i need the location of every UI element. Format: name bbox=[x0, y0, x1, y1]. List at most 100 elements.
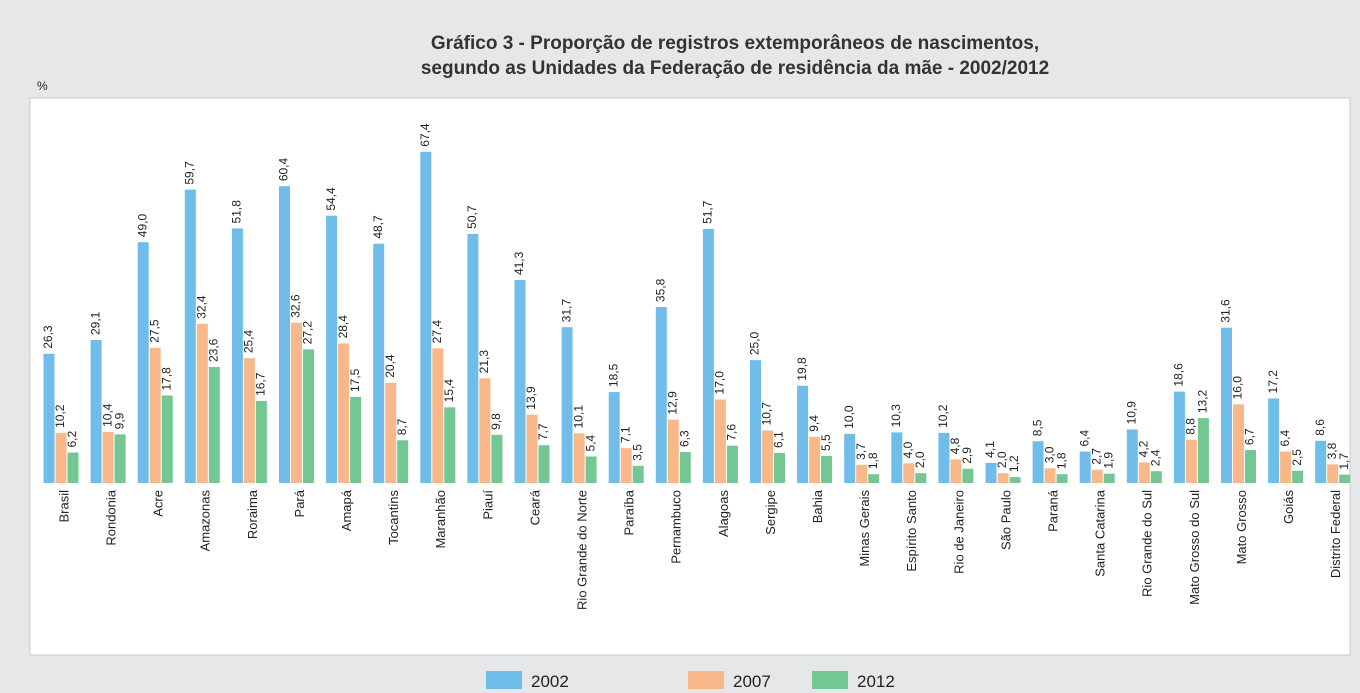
value-label: 15,4 bbox=[442, 379, 456, 403]
legend-label: 2012 bbox=[857, 672, 895, 691]
value-label: 13,2 bbox=[1196, 389, 1210, 413]
value-label: 20,4 bbox=[383, 354, 397, 378]
value-label: 6,4 bbox=[1278, 430, 1292, 447]
value-label: 6,3 bbox=[677, 430, 691, 447]
value-label: 10,2 bbox=[53, 404, 67, 428]
value-label: 7,6 bbox=[725, 424, 739, 441]
bar bbox=[821, 455, 833, 483]
x-tick-label: Pará bbox=[292, 489, 307, 517]
value-label: 1,8 bbox=[1054, 452, 1068, 469]
bar bbox=[90, 339, 102, 483]
bar bbox=[303, 349, 314, 483]
bar bbox=[338, 343, 350, 483]
value-label: 3,0 bbox=[1042, 446, 1056, 463]
value-label: 50,7 bbox=[465, 205, 479, 229]
bar bbox=[326, 215, 338, 484]
bar bbox=[1268, 398, 1280, 483]
x-tick-label: Sergipe bbox=[763, 490, 778, 535]
bar bbox=[1056, 474, 1068, 483]
bar bbox=[985, 462, 997, 483]
value-label: 48,7 bbox=[371, 215, 385, 239]
value-label: 1,7 bbox=[1337, 453, 1351, 470]
bar bbox=[620, 448, 632, 483]
value-label: 10,4 bbox=[100, 403, 114, 427]
x-tick-label: Brasil bbox=[56, 490, 71, 523]
bar bbox=[655, 307, 667, 483]
bar bbox=[1197, 418, 1209, 483]
x-tick-label: Mato Grosso bbox=[1234, 490, 1249, 564]
value-label: 6,7 bbox=[1243, 428, 1257, 445]
value-label: 10,1 bbox=[571, 405, 585, 429]
value-label: 60,4 bbox=[277, 157, 291, 181]
bar bbox=[538, 445, 550, 483]
bar bbox=[114, 434, 126, 483]
value-label: 10,7 bbox=[760, 402, 774, 426]
bar bbox=[385, 382, 397, 483]
bar bbox=[43, 353, 55, 483]
bar bbox=[137, 242, 149, 483]
value-label: 49,0 bbox=[135, 214, 149, 238]
bar bbox=[102, 431, 114, 483]
value-label: 9,4 bbox=[807, 415, 821, 432]
bar bbox=[1245, 450, 1256, 483]
x-tick-label: São Paulo bbox=[998, 490, 1013, 550]
bar bbox=[350, 397, 362, 483]
legend-label: 2002 bbox=[531, 672, 569, 691]
bar bbox=[938, 432, 950, 483]
legend-label: 2007 bbox=[733, 672, 771, 691]
bar bbox=[585, 456, 597, 483]
bar bbox=[868, 474, 880, 483]
bar bbox=[1032, 441, 1044, 483]
value-label: 67,4 bbox=[418, 123, 432, 147]
value-label: 4,0 bbox=[901, 441, 915, 458]
bar bbox=[373, 243, 385, 483]
value-label: 4,1 bbox=[983, 441, 997, 458]
bar bbox=[608, 392, 620, 483]
bar bbox=[1103, 473, 1115, 483]
value-label: 31,7 bbox=[559, 299, 573, 323]
bar bbox=[632, 465, 644, 483]
value-label: 51,7 bbox=[701, 200, 715, 224]
x-tick-label: Bahia bbox=[810, 489, 825, 523]
value-label: 2,5 bbox=[1290, 449, 1304, 466]
x-tick-label: Minas Gerais bbox=[857, 490, 872, 567]
bar bbox=[149, 347, 161, 483]
value-label: 18,5 bbox=[606, 363, 620, 387]
bar bbox=[444, 407, 456, 483]
value-label: 32,4 bbox=[194, 295, 208, 319]
value-label: 10,3 bbox=[889, 404, 903, 428]
value-label: 2,7 bbox=[1089, 448, 1103, 465]
value-label: 8,8 bbox=[1184, 418, 1198, 435]
value-label: 5,5 bbox=[819, 434, 833, 451]
bar bbox=[55, 432, 67, 483]
value-label: 4,8 bbox=[948, 437, 962, 454]
x-tick-label: Ceará bbox=[527, 489, 542, 525]
value-label: 2,4 bbox=[1148, 449, 1162, 466]
bar bbox=[809, 436, 821, 483]
bar bbox=[1339, 474, 1351, 483]
bar bbox=[291, 322, 302, 483]
value-label: 8,5 bbox=[1030, 419, 1044, 436]
value-label: 4,2 bbox=[1136, 440, 1150, 457]
bar bbox=[1009, 477, 1021, 483]
bar bbox=[561, 327, 573, 483]
value-label: 31,6 bbox=[1219, 299, 1233, 323]
bar bbox=[1044, 468, 1056, 483]
value-label: 2,9 bbox=[960, 447, 974, 464]
value-label: 35,8 bbox=[653, 278, 667, 302]
bar bbox=[950, 459, 962, 483]
bar bbox=[397, 440, 409, 483]
bar bbox=[526, 414, 538, 483]
x-tick-label: Maranhão bbox=[433, 490, 448, 549]
value-label: 1,9 bbox=[1101, 452, 1115, 469]
value-label: 3,7 bbox=[854, 443, 868, 460]
value-label: 1,8 bbox=[866, 452, 880, 469]
x-tick-label: Paraíba bbox=[622, 489, 637, 535]
value-label: 18,6 bbox=[1172, 363, 1186, 387]
value-label: 13,9 bbox=[524, 386, 538, 410]
value-label: 9,9 bbox=[112, 412, 126, 429]
x-tick-label: Espírito Santo bbox=[904, 490, 919, 572]
bar bbox=[467, 233, 479, 483]
bar bbox=[915, 473, 927, 483]
